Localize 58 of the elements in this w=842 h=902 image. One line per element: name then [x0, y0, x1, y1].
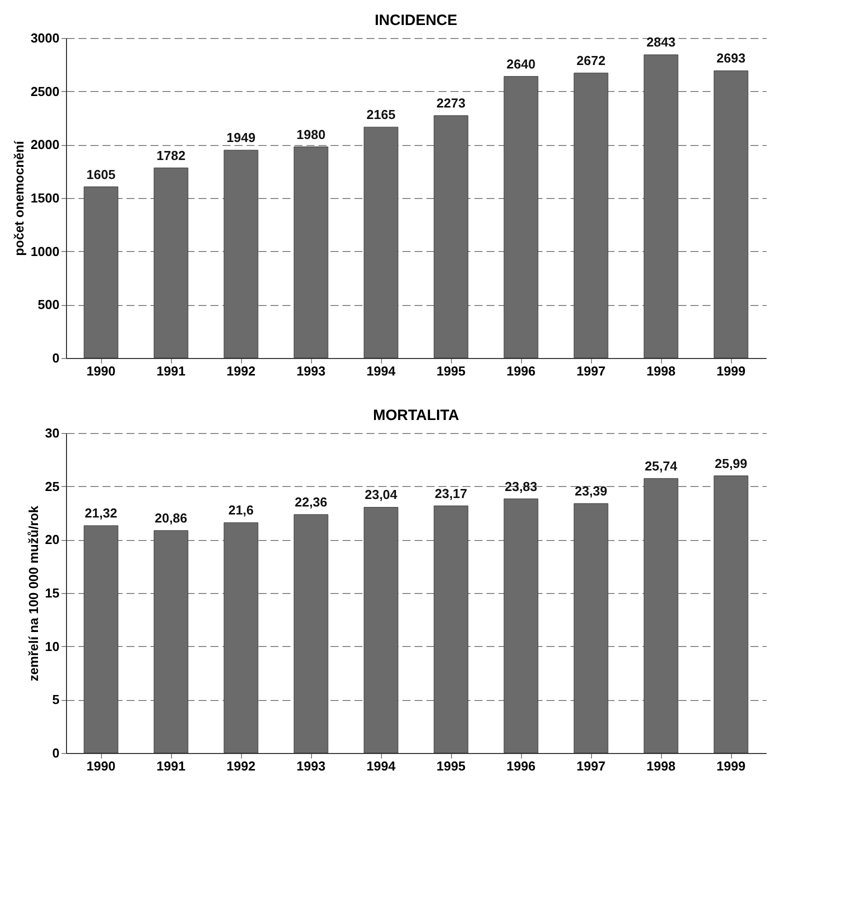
x-tick-label: 1998 [646, 364, 676, 378]
x-tick-label: 1993 [296, 364, 326, 378]
data-label: 22,36 [294, 494, 328, 510]
x-tick-label: 1994 [366, 758, 396, 774]
x-tick-label: 1992 [226, 364, 256, 378]
y-tick-label: 2000 [30, 137, 60, 152]
y-tick-label: 25 [45, 478, 60, 494]
data-label: 25,99 [714, 456, 748, 471]
y-tick-label: 30 [45, 426, 60, 440]
y-tick-label: 0 [52, 350, 60, 366]
y-tick-label: 3000 [30, 30, 60, 46]
data-label: 1605 [86, 166, 116, 182]
data-label: 2273 [436, 96, 466, 111]
data-label: 23,17 [434, 486, 468, 501]
x-tick-label: 1992 [226, 758, 256, 774]
chart-title: INCIDENCE [374, 12, 458, 29]
y-tick-label: 20 [45, 532, 60, 548]
y-tick-label: 0 [52, 746, 60, 760]
data-label: 25,74 [644, 458, 678, 474]
y-tick-label: 5 [52, 692, 60, 708]
data-label: 23,39 [574, 484, 608, 499]
x-tick-label: 1991 [156, 364, 186, 378]
x-tick-label: 1996 [506, 758, 536, 774]
data-label: 1782 [156, 148, 186, 163]
y-axis-title: zemřelí na 100 000 mužů/rok [26, 504, 42, 682]
data-label: 2165 [366, 107, 396, 122]
x-tick-label: 1991 [156, 758, 186, 774]
data-label: 21,6 [228, 502, 254, 518]
y-tick-label: 500 [38, 297, 60, 312]
x-tick-label: 1997 [576, 758, 606, 774]
x-tick-label: 1999 [716, 364, 746, 378]
data-label: 2843 [646, 34, 676, 50]
y-axis-title: počet onemocnění [12, 140, 27, 256]
data-label: 21,32 [84, 506, 118, 521]
y-tick-label: 1500 [30, 190, 60, 206]
data-label: 1949 [226, 130, 256, 146]
data-label: 2640 [506, 56, 536, 72]
x-tick-label: 1995 [436, 758, 466, 774]
x-tick-label: 1997 [576, 364, 606, 378]
x-tick-label: 1990 [86, 364, 116, 378]
x-tick-label: 1995 [436, 364, 466, 378]
y-tick-label: 1000 [30, 244, 60, 259]
y-tick-label: 15 [45, 586, 60, 600]
chart-title: MORTALITA [372, 407, 460, 424]
data-label: 23,04 [364, 487, 398, 502]
data-label: 2672 [576, 52, 606, 68]
x-tick-label: 1998 [646, 758, 676, 774]
data-label: 2693 [716, 50, 746, 66]
y-tick-label: 2500 [30, 84, 60, 99]
x-tick-label: 1999 [716, 758, 746, 774]
y-tick-label: 10 [45, 638, 60, 654]
x-tick-label: 1996 [506, 364, 536, 378]
data-label: 23,83 [504, 478, 538, 494]
x-tick-label: 1993 [296, 758, 326, 774]
x-tick-label: 1990 [86, 758, 116, 774]
data-label: 1980 [296, 126, 326, 142]
x-tick-label: 1994 [366, 364, 396, 378]
data-label: 20,86 [154, 510, 188, 526]
